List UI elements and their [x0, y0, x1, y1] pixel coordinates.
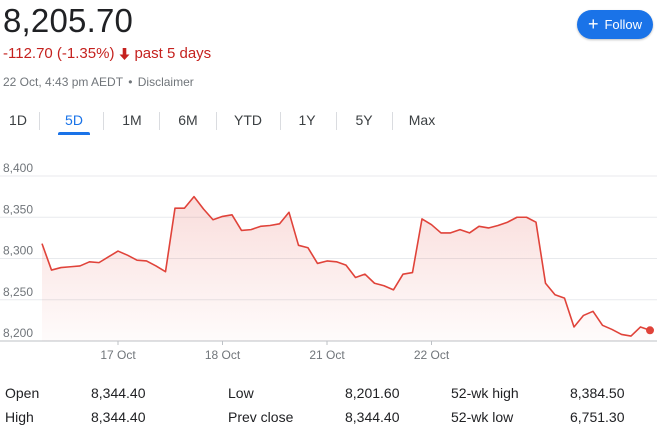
y-tick-label: 8,400 — [3, 161, 33, 175]
tab-label: YTD — [234, 112, 262, 128]
stat-label-52wk-high: 52-wk high — [451, 385, 519, 401]
y-tick-label: 8,200 — [3, 326, 33, 340]
tab-5y[interactable]: 5Y — [352, 108, 376, 134]
tab-divider — [39, 112, 40, 130]
meta-separator: • — [128, 75, 133, 89]
stat-label-prev-close: Prev close — [228, 409, 294, 425]
price-chart[interactable]: 8,400 8,350 8,300 8,250 8,200 17 Oct 18 Oct 21 … — [0, 150, 657, 365]
current-price: 8,205.70 — [3, 2, 134, 39]
tab-divider — [280, 112, 281, 130]
stat-value-low: 8,201.60 — [345, 385, 400, 401]
stats-row-2: High 8,344.40 Prev close 8,344.40 52-wk … — [0, 409, 657, 429]
follow-label: Follow — [604, 17, 643, 32]
stat-label-low: Low — [228, 385, 254, 401]
tab-5d[interactable]: 5D — [58, 108, 90, 135]
tab-1y[interactable]: 1Y — [295, 108, 319, 134]
tab-label: 6M — [178, 112, 198, 128]
tab-label: 1M — [122, 112, 142, 128]
tab-label: 5Y — [355, 112, 373, 128]
tab-ytd[interactable]: YTD — [230, 108, 266, 134]
price-change: -112.70 (-1.35%) past 5 days — [3, 45, 211, 62]
timestamp: 22 Oct, 4:43 pm AEDT — [3, 75, 123, 89]
tab-divider — [103, 112, 104, 130]
price-line — [41, 195, 651, 337]
stat-value-52wk-low: 6,751.30 — [570, 409, 625, 425]
disclaimer-link[interactable]: Disclaimer — [137, 75, 194, 89]
tab-1m[interactable]: 1M — [119, 108, 145, 134]
tab-label: Max — [408, 112, 436, 128]
quote-meta: 22 Oct, 4:43 pm AEDT • Disclaimer — [3, 75, 194, 89]
tab-6m[interactable]: 6M — [175, 108, 201, 134]
x-tick-label: 18 Oct — [205, 348, 241, 362]
tab-divider — [336, 112, 337, 130]
tab-label: 5D — [65, 112, 83, 128]
follow-button[interactable]: + Follow — [577, 10, 653, 39]
stat-value-prev-close: 8,344.40 — [345, 409, 400, 425]
stats-row-1: Open 8,344.40 Low 8,201.60 52-wk high 8,… — [0, 385, 657, 405]
y-tick-label: 8,350 — [3, 202, 33, 216]
stat-label-52wk-low: 52-wk low — [451, 409, 514, 425]
tab-divider — [159, 112, 160, 130]
price-area — [42, 196, 650, 341]
tab-max[interactable]: Max — [407, 108, 437, 134]
tab-divider — [216, 112, 217, 130]
arrow-down-icon — [118, 47, 130, 61]
last-price-dot — [646, 326, 654, 335]
change-period: past 5 days — [134, 45, 212, 62]
x-tick-label: 17 Oct — [100, 348, 136, 362]
stat-value-open: 8,344.40 — [91, 385, 146, 401]
x-tick-label: 22 Oct — [414, 348, 450, 362]
tab-label: 1Y — [298, 112, 316, 128]
plus-icon: + — [587, 13, 599, 34]
stat-label-open: Open — [5, 385, 40, 401]
tab-1d[interactable]: 1D — [6, 108, 30, 134]
y-tick-label: 8,250 — [3, 285, 33, 299]
change-value: -112.70 (-1.35%) — [3, 45, 115, 62]
stat-label-high: High — [5, 409, 34, 425]
x-tick-label: 21 Oct — [309, 348, 345, 362]
tab-divider — [392, 112, 393, 130]
tab-label: 1D — [9, 112, 27, 128]
range-tabs: 1D 5D 1M 6M YTD 1Y 5Y Max — [0, 108, 657, 136]
y-tick-label: 8,300 — [3, 244, 33, 258]
stat-value-high: 8,344.40 — [91, 409, 146, 425]
stat-value-52wk-high: 8,384.50 — [570, 385, 625, 401]
